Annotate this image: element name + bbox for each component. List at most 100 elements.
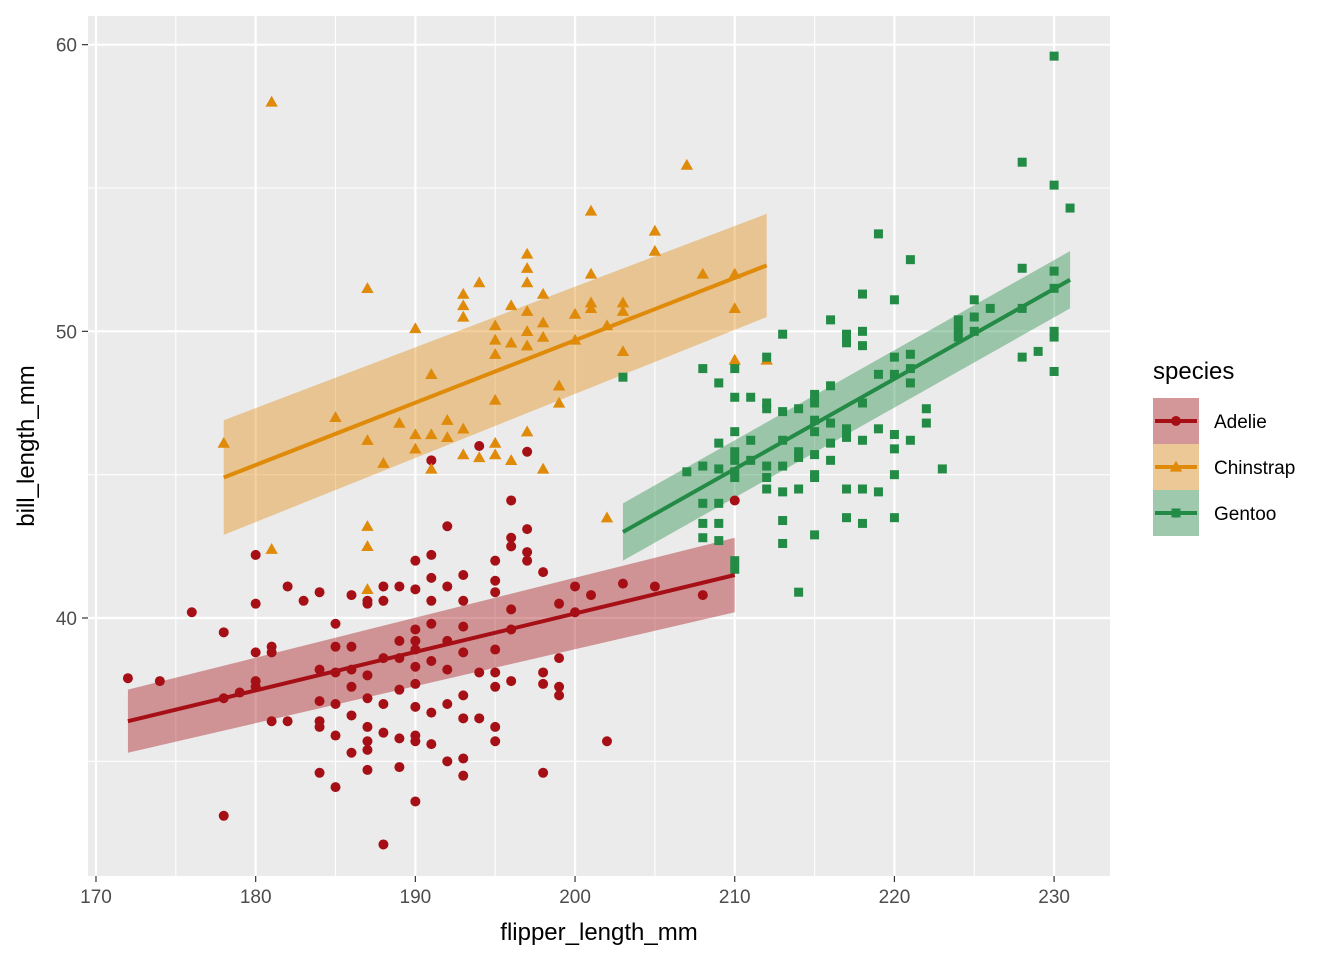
adelie-point-105 xyxy=(506,676,517,687)
adelie-point-49 xyxy=(378,839,389,850)
adelie-point-1 xyxy=(154,676,165,687)
adelie-point-93 xyxy=(490,575,501,586)
legend-title: species xyxy=(1153,358,1234,385)
gentoo-point-25 xyxy=(762,352,772,362)
adelie-regression-line xyxy=(127,573,736,724)
legend-item-chinstrap: Chinstrap xyxy=(1153,444,1295,490)
gentoo-point-106 xyxy=(1049,366,1059,376)
gentoo-point-32 xyxy=(778,407,788,417)
adelie-point-101 xyxy=(506,532,517,543)
chinstrap-point-1 xyxy=(265,95,278,107)
x-tick-label-200: 200 xyxy=(559,887,591,908)
gentoo-point-75 xyxy=(889,369,899,379)
chinstrap-point-57 xyxy=(616,305,630,316)
chinstrap-point-41 xyxy=(520,425,534,437)
regression-lines xyxy=(127,263,1072,724)
chinstrap-point-12 xyxy=(409,428,422,440)
adelie-point-63 xyxy=(410,701,421,712)
chinstrap-confidence-band xyxy=(223,213,767,535)
adelie-point-72 xyxy=(426,656,437,666)
adelie-point-58 xyxy=(410,624,421,635)
gentoo-point-54 xyxy=(826,438,836,448)
chinstrap-point-46 xyxy=(552,379,566,391)
gentoo-point-22 xyxy=(746,392,756,402)
x-tick-label-220: 220 xyxy=(879,887,911,908)
chinstrap-point-53 xyxy=(584,302,598,314)
adelie-point-116 xyxy=(554,681,565,692)
chinstrap-point-17 xyxy=(441,414,454,425)
chinstrap-point-0 xyxy=(217,436,230,448)
adelie-point-61 xyxy=(410,661,421,672)
gentoo-point-61 xyxy=(842,513,852,523)
chinstrap-point-58 xyxy=(616,345,630,357)
adelie-point-76 xyxy=(442,581,453,592)
gentoo-point-66 xyxy=(857,435,867,445)
gentoo-point-96 xyxy=(1017,263,1027,273)
gentoo-point-65 xyxy=(857,398,867,408)
legend-items: Adelie Chinstrap Gentoo xyxy=(1153,398,1295,536)
adelie-point-108 xyxy=(522,547,533,558)
chinstrap-point-32 xyxy=(504,299,518,311)
gentoo-point-15 xyxy=(730,427,740,437)
gentoo-point-91 xyxy=(969,295,979,305)
gentoo-point-76 xyxy=(889,430,899,440)
adelie-point-112 xyxy=(538,678,549,689)
adelie-point-109 xyxy=(522,555,533,566)
adelie-point-113 xyxy=(538,767,549,778)
gentoo-point-23 xyxy=(746,435,756,445)
chinstrap-point-19 xyxy=(457,287,470,299)
gentoo-point-10 xyxy=(714,498,724,508)
chinstrap-point-65 xyxy=(728,353,741,365)
gentoo-point-45 xyxy=(810,415,820,425)
chinstrap-point-25 xyxy=(473,451,486,463)
chinstrap-point-61 xyxy=(680,158,694,170)
adelie-point-91 xyxy=(474,713,485,724)
adelie-point-114 xyxy=(554,598,565,609)
adelie-point-17 xyxy=(298,595,309,606)
adelie-point-42 xyxy=(362,744,373,755)
adelie-point-56 xyxy=(410,555,421,566)
gentoo-point-19 xyxy=(730,473,740,483)
gentoo-point-8 xyxy=(714,438,724,448)
gentoo-point-29 xyxy=(762,473,772,483)
gentoo-point-83 xyxy=(905,378,915,388)
x-tick-label-190: 190 xyxy=(400,887,432,908)
adelie-point-19 xyxy=(314,664,325,675)
gentoo-point-14 xyxy=(730,392,740,402)
chinstrap-point-27 xyxy=(489,333,502,345)
adelie-point-45 xyxy=(378,595,389,606)
adelie-point-103 xyxy=(506,604,517,615)
adelie-point-122 xyxy=(617,578,628,589)
chinstrap-point-34 xyxy=(504,454,518,465)
adelie-point-67 xyxy=(426,455,437,466)
adelie-point-80 xyxy=(442,756,453,767)
gentoo-point-55 xyxy=(826,455,836,465)
chinstrap-point-43 xyxy=(536,316,550,328)
gentoo-point-44 xyxy=(810,398,820,408)
adelie-point-65 xyxy=(410,736,421,747)
plot-panel xyxy=(88,16,1110,876)
chinstrap-point-40 xyxy=(520,339,534,351)
chinstrap-point-39 xyxy=(520,325,534,336)
adelie-point-70 xyxy=(426,595,437,606)
gentoo-point-69 xyxy=(873,229,883,239)
gentoo-point-67 xyxy=(857,484,867,494)
adelie-point-7 xyxy=(250,549,261,560)
chinstrap-point-45 xyxy=(536,462,550,474)
adelie-point-102 xyxy=(506,541,517,552)
gentoo-point-94 xyxy=(985,303,995,313)
adelie-point-84 xyxy=(458,647,469,658)
gentoo-point-101 xyxy=(1049,180,1059,190)
gentoo-point-40 xyxy=(794,452,804,462)
chinstrap-point-50 xyxy=(584,204,598,216)
adelie-point-115 xyxy=(554,653,565,664)
gentoo-point-92 xyxy=(969,312,979,322)
adelie-point-38 xyxy=(362,670,373,681)
chinstrap-point-13 xyxy=(409,442,422,454)
chinstrap-point-29 xyxy=(489,393,502,405)
gentoo-point-49 xyxy=(810,473,820,483)
chinstrap-point-20 xyxy=(457,299,470,311)
gentoo-point-87 xyxy=(937,464,947,474)
chinstrap-point-16 xyxy=(425,462,438,474)
adelie-point-74 xyxy=(426,739,437,750)
